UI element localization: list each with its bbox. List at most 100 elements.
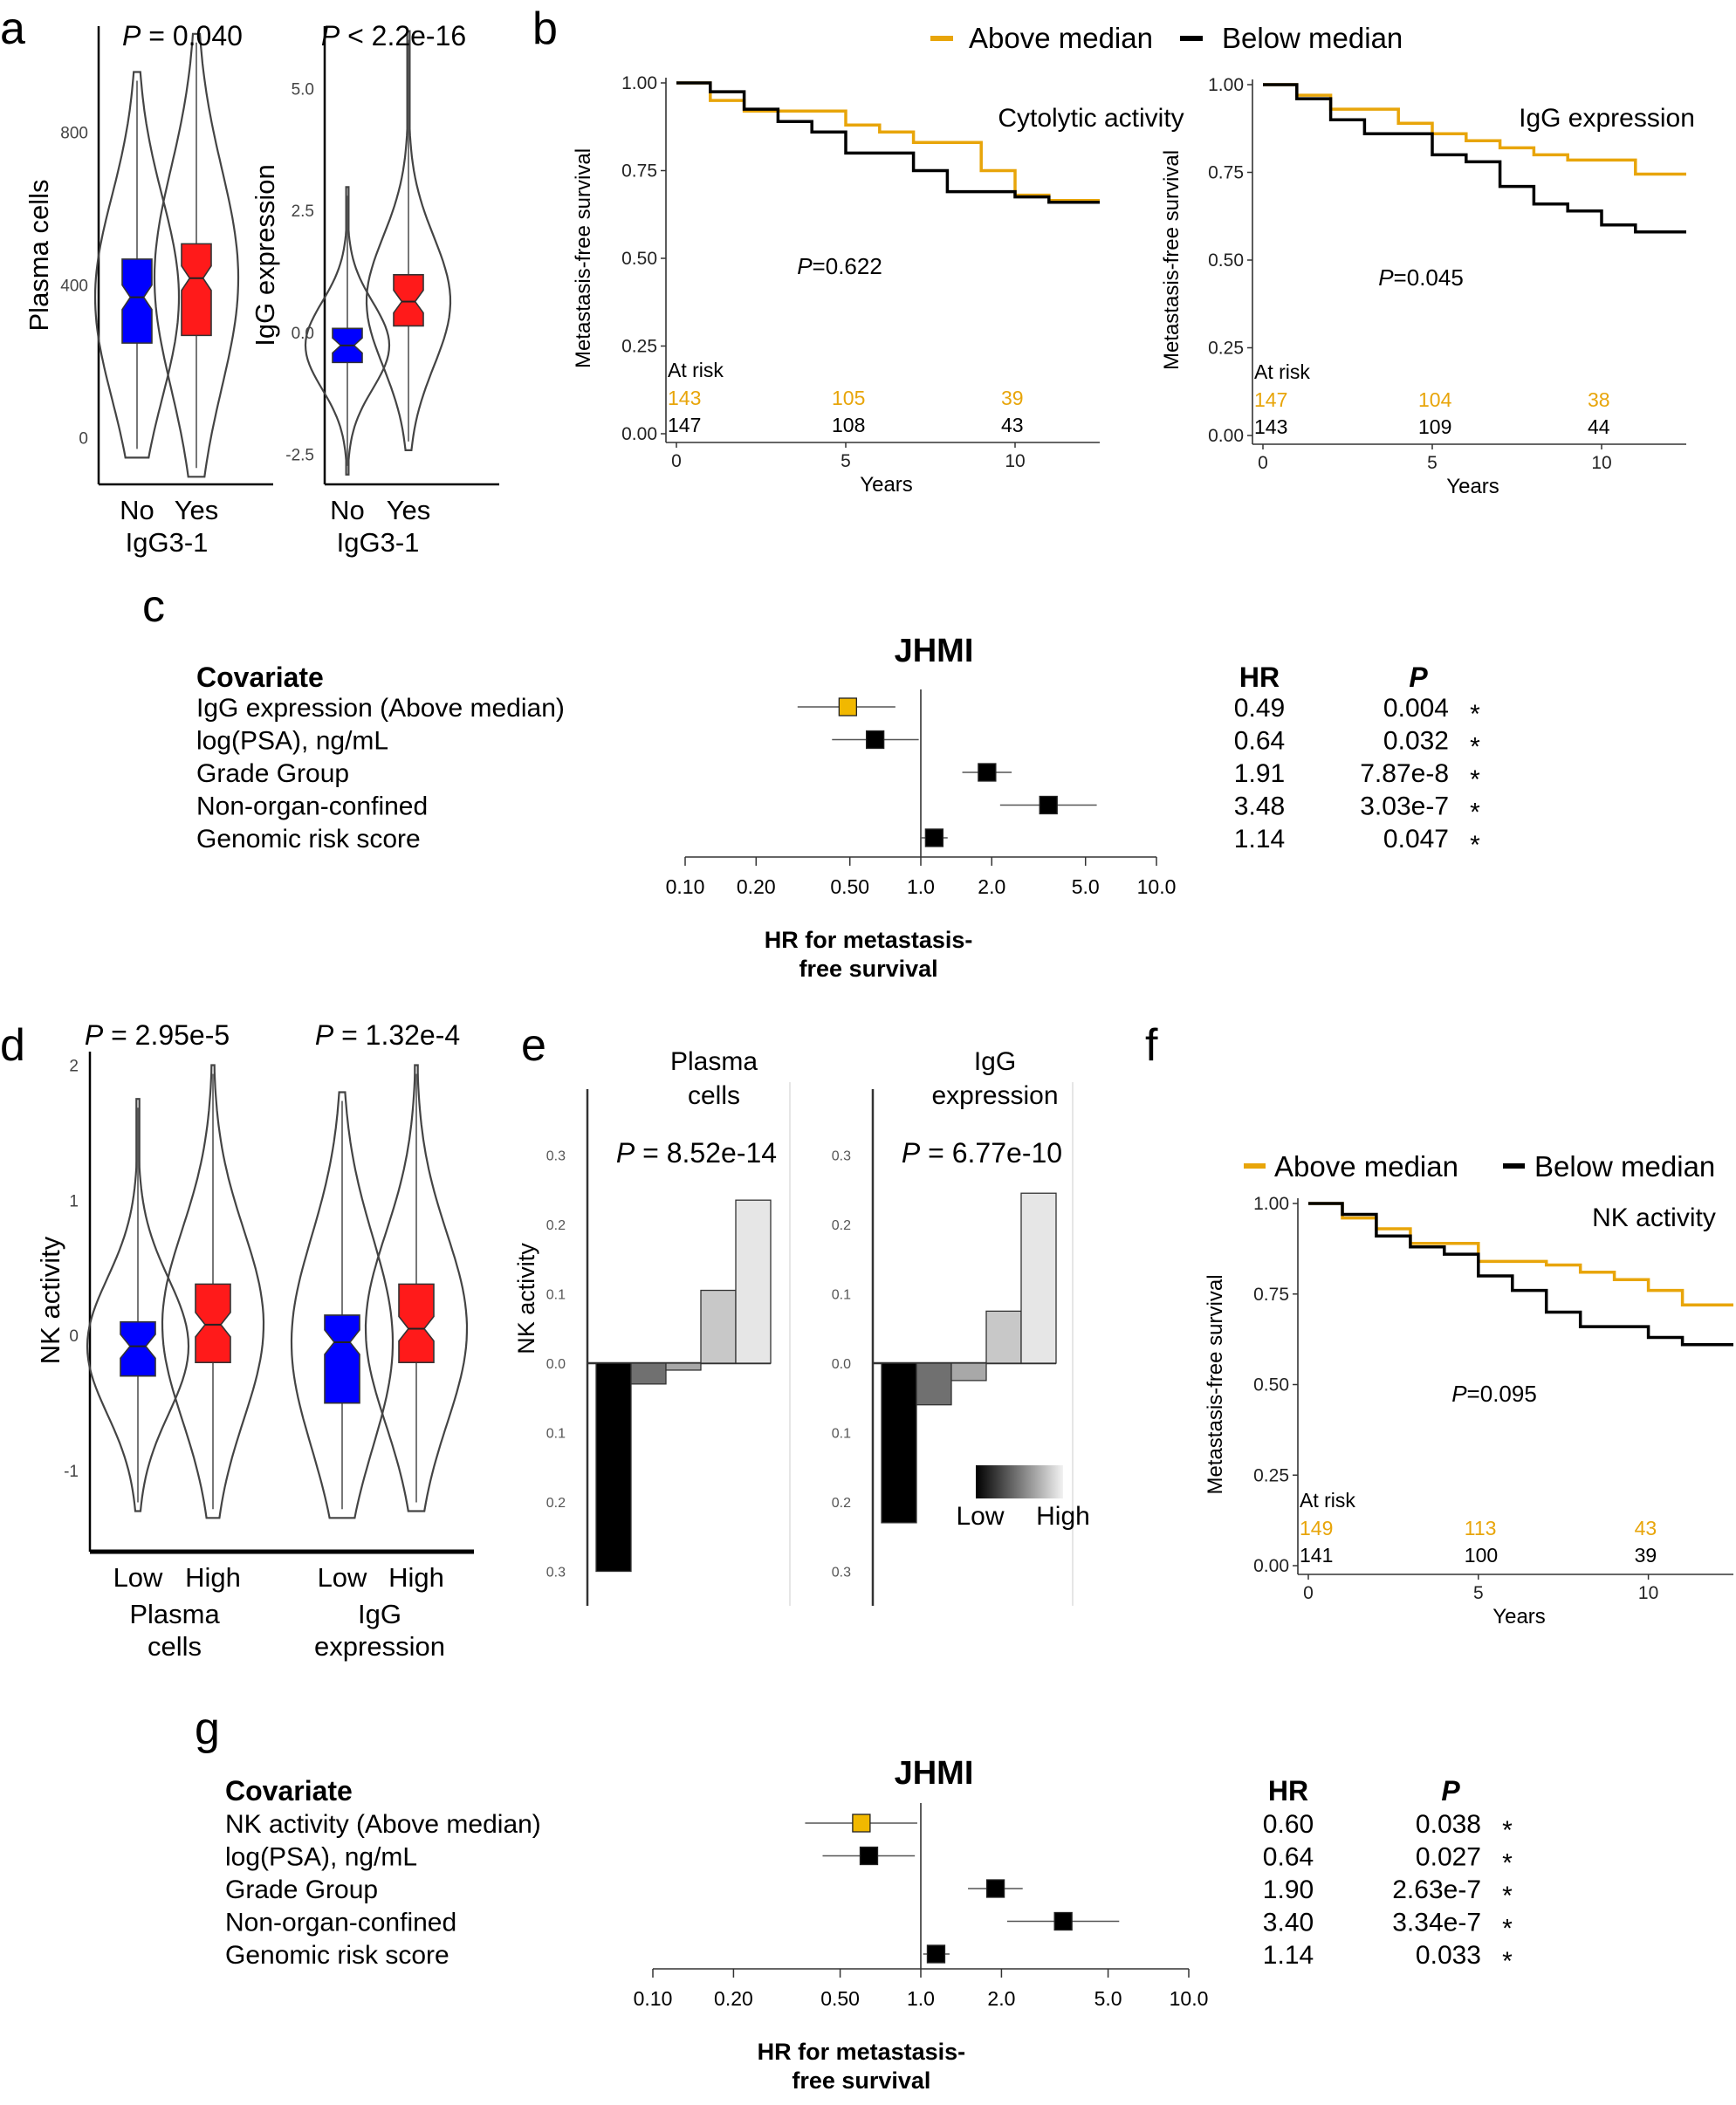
violin-nk-0-box (120, 1320, 156, 1377)
violin-igg-igg31-no-violin (304, 186, 391, 476)
forest-c-col-p: P (1409, 662, 1428, 693)
bars-nk-pvalue-0: P = 8.52e-14 (616, 1137, 777, 1169)
km-igg-ylabel: Metastasis-free survival (1160, 150, 1184, 370)
legend-below-label: Below median (1222, 22, 1403, 54)
forest-c-xtick: 10.0 (1137, 875, 1177, 898)
violin-igg-igg31-ylabel: IgG expression (250, 164, 280, 346)
legend-f-above-label: Above median (1274, 1150, 1458, 1183)
km-nk-ytick: 0.75 (1253, 1285, 1289, 1305)
forest-g-star: * (1502, 1882, 1513, 1910)
violin-nk-group1-line2: cells (148, 1631, 202, 1662)
panel-label-g: g (195, 1704, 220, 1754)
forest-c-hr: 3.48 (1234, 792, 1285, 821)
forest-c-row-label: Non-organ-confined (196, 792, 428, 821)
km-igg-pvalue: P=0.045 (1378, 264, 1464, 291)
forest-g-point (852, 1814, 871, 1833)
forest-g-p: 0.038 (1416, 1810, 1481, 1839)
violin-plasma-igg31-ytick: 800 (60, 125, 88, 143)
violin-igg-igg31-ytick: 2.5 (292, 202, 314, 221)
forest-g-row-label: log(PSA), ng/mL (225, 1843, 417, 1872)
forest-g-col-hr: HR (1268, 1775, 1308, 1807)
bars-nk-bar (881, 1362, 917, 1524)
forest-c-xtick: 1.0 (907, 875, 935, 898)
km-nk-risk-below: 141 (1300, 1544, 1333, 1567)
bars-nk-bar (595, 1362, 632, 1573)
violin-nk-group2-line2: expression (314, 1631, 445, 1662)
bars-nk-legend-low: Low (956, 1502, 1004, 1531)
km-igg-risk-below: 143 (1254, 415, 1287, 438)
forest-c-star: * (1470, 733, 1480, 762)
km-cytolytic-ytick: 0.25 (621, 337, 657, 357)
forest-c-xlabel-1: HR for metastasis- (765, 927, 973, 953)
forest-g-hr: 0.64 (1263, 1843, 1314, 1872)
forest-g-col-covariate: Covariate (225, 1775, 353, 1807)
bars-nk-ytick: 0.1 (832, 1288, 851, 1303)
bars-nk-ytick: 0.2 (546, 1218, 566, 1233)
km-cytolytic-risk-above: 39 (1001, 387, 1024, 409)
km-igg-xlabel: Years (1446, 475, 1499, 498)
forest-c: JHMI Covariate HR P IgG expression (Above me… (196, 633, 1480, 982)
bars-nk-bar (665, 1362, 702, 1371)
bars-nk-title-2-1: expression (931, 1081, 1058, 1110)
km-igg-title: IgG expression (1519, 104, 1695, 133)
violin-nk-xtick: Low (318, 1562, 367, 1593)
bars-nk-legend-high: High (1036, 1502, 1090, 1531)
km-igg-risk-below: 109 (1418, 415, 1451, 438)
violin-igg-igg31-pvalue: P < 2.2e-16 (321, 20, 466, 51)
bars-nk-ytick: 0.3 (832, 1566, 851, 1580)
forest-g-row-label: Non-organ-confined (225, 1909, 456, 1937)
bars-nk-bar (985, 1310, 1022, 1364)
forest-c-col-hr: HR (1239, 662, 1280, 693)
km-nk-ytick: 0.00 (1253, 1556, 1289, 1576)
forest-c-xtick: 2.0 (978, 875, 1005, 898)
km-nk-risk-below: 100 (1465, 1544, 1498, 1567)
km-cytolytic-risk-below: 108 (832, 414, 865, 436)
km-nk-ytick: 1.00 (1253, 1194, 1289, 1214)
forest-c-point (924, 828, 944, 847)
violin-plasma-igg31-yes-violin (153, 32, 240, 478)
forest-g-hr: 1.14 (1263, 1941, 1314, 1970)
legend-f-below-label: Below median (1534, 1150, 1715, 1183)
panel-e: e NK activity 0.3 0.2 0.1 0.0 0.1 0.2 0.3 Plasma c… (513, 1020, 1090, 1606)
violin-plasma-igg31-xtick: No (120, 495, 154, 525)
forest-c-p: 7.87e-8 (1360, 759, 1449, 788)
forest-c-star: * (1470, 799, 1480, 827)
forest-c-point (838, 697, 858, 717)
violin-nk-xtick: High (388, 1562, 444, 1593)
km-nk-ytick: 0.50 (1253, 1375, 1289, 1395)
km-cytolytic-series-below (676, 81, 1100, 204)
km-igg-ytick: 1.00 (1208, 75, 1244, 95)
forest-c-xtick: 0.10 (666, 875, 705, 898)
bars-nk-title-1-1: IgG (974, 1047, 1016, 1076)
km-igg-risk-above: 38 (1588, 388, 1610, 411)
legend-f: Above median Below median (1244, 1150, 1715, 1183)
km-igg-risk-above: 104 (1418, 388, 1452, 411)
forest-g-col-p: P (1441, 1775, 1460, 1807)
forest-c-star: * (1470, 765, 1480, 794)
km-nk-title: NK activity (1592, 1203, 1716, 1232)
bars-nk-ytick: 0.2 (546, 1496, 566, 1511)
bars-nk-ytick: 0.3 (832, 1149, 851, 1164)
km-igg-risk-below: 44 (1588, 415, 1610, 438)
km-nk-ylabel: Metastasis-free survival (1204, 1274, 1227, 1494)
bars-nk-ytick: 0.3 (546, 1149, 566, 1164)
km-cytolytic-xtick: 5 (841, 451, 851, 471)
km-igg-at-risk-title: At risk (1254, 360, 1310, 383)
km-nk-xlabel: Years (1492, 1605, 1546, 1628)
km-cytolytic-ytick: 0.50 (621, 249, 657, 269)
violin-nk-ylabel: NK activity (35, 1236, 65, 1364)
forest-g-xtick: 0.20 (714, 1987, 753, 2010)
km-nk: 0.00 0.25 0.50 0.75 1.00 0 5 10 Years Metastasis-… (1204, 1194, 1733, 1628)
bars-nk-bar (700, 1289, 737, 1364)
panel-g: g JHMI Covariate HR P NK activity (Above medi… (195, 1704, 1513, 2094)
violin-igg-igg31-ytick: 0.0 (292, 325, 314, 343)
forest-g-point (859, 1846, 879, 1866)
forest-c-title: JHMI (895, 633, 974, 669)
violin-nk-group1-line1: Plasma (129, 1599, 220, 1629)
panel-b: b Above median Below median 0.00 0.25 0.50 0.7… (532, 3, 1695, 498)
forest-c-xtick: 0.50 (830, 875, 869, 898)
km-cytolytic-ytick: 1.00 (621, 73, 657, 93)
km-nk-risk-above: 149 (1300, 1517, 1333, 1539)
forest-c-col-covariate: Covariate (196, 662, 324, 693)
